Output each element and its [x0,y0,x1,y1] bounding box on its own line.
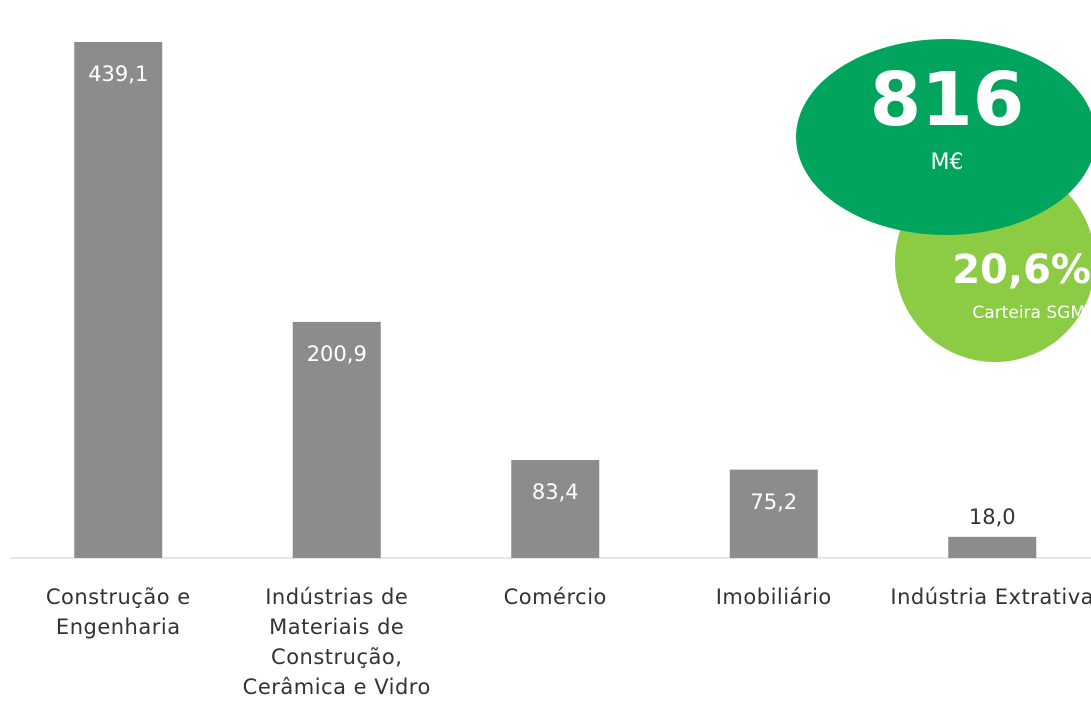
bar [74,42,163,558]
value-label: 200,9 [306,341,367,366]
x-tick-label: Indústria Extrativa [890,585,1091,609]
bar [292,321,381,558]
total-unit: M€ [930,150,964,175]
value-label: 75,2 [750,489,798,514]
share-label: Carteira SGM [972,303,1085,323]
x-tick-label: Imobiliário [715,585,832,609]
bar [729,469,818,558]
bar [948,536,1037,558]
total-value: 816 [869,57,1025,143]
x-tick-label: Construção e Engenharia [45,585,191,639]
share-value: 20,6% [952,247,1091,293]
total-circle [796,39,1091,235]
value-label: 83,4 [531,479,579,504]
value-label: 439,1 [88,62,149,86]
value-label: 18,0 [968,504,1016,529]
x-tick-label: Comércio [503,585,607,609]
x-tick-label: Indústrias de Materiais de Construção, C… [242,585,431,699]
bar [511,459,600,558]
